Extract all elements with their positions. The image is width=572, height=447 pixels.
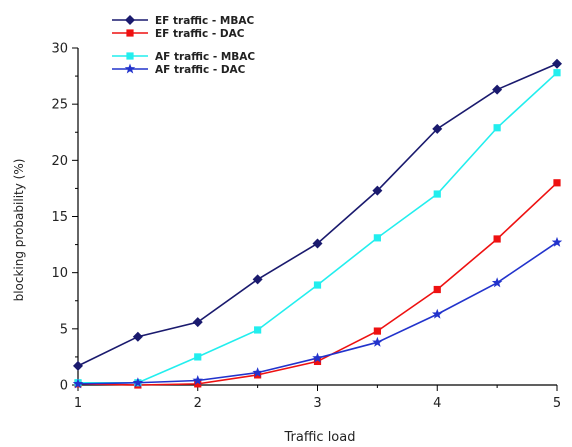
data-point — [132, 377, 144, 388]
series-4 — [72, 236, 563, 389]
legend-label: AF traffic - MBAC — [155, 51, 255, 63]
y-axis-label: blocking probability (%) — [12, 159, 26, 302]
series-line — [78, 72, 558, 384]
x-tick-label: 1 — [74, 396, 82, 411]
y-tick-label: 5 — [60, 322, 68, 337]
data-point — [551, 236, 563, 247]
data-point — [372, 336, 383, 347]
data-point — [492, 84, 503, 95]
legend-label: EF traffic - MBAC — [155, 15, 254, 27]
data-point — [493, 124, 501, 132]
data-point — [373, 327, 381, 335]
x-tick-label: 4 — [433, 396, 441, 411]
legend-marker — [126, 52, 134, 60]
legend-item: EF traffic - DAC — [112, 28, 245, 40]
data-point — [194, 353, 202, 361]
data-point — [312, 352, 323, 363]
data-point — [552, 58, 562, 69]
y-tick-label: 0 — [60, 379, 68, 394]
data-point — [313, 357, 322, 366]
data-point — [72, 378, 84, 389]
legend-marker — [126, 29, 134, 37]
data-point — [493, 235, 501, 243]
data-point — [252, 274, 263, 285]
data-point — [432, 123, 443, 134]
data-point — [373, 234, 381, 242]
legend-marker — [125, 15, 135, 25]
data-point — [432, 308, 443, 319]
x-tick-label: 2 — [194, 396, 202, 411]
series-line — [77, 62, 558, 367]
legend-item: EF traffic - MBAC — [112, 15, 254, 27]
data-point — [254, 326, 262, 334]
series-layer — [72, 58, 563, 389]
x-axis-label: Traffic load — [284, 430, 356, 445]
y-tick-label: 20 — [51, 154, 68, 169]
y-tick-label: 15 — [51, 210, 68, 225]
x-tick-label: 5 — [553, 396, 561, 411]
series-3 — [74, 69, 561, 387]
data-point — [433, 190, 441, 198]
y-tick-label: 25 — [51, 98, 68, 113]
data-point — [313, 281, 322, 289]
data-point — [553, 69, 561, 77]
data-point — [312, 238, 323, 249]
series-1 — [73, 58, 562, 371]
data-point — [553, 179, 561, 187]
data-point — [73, 360, 83, 371]
legend-item: AF traffic - MBAC — [112, 51, 255, 63]
data-point — [192, 375, 203, 385]
legend-marker — [124, 63, 136, 74]
data-point — [372, 185, 383, 196]
legend-item: AF traffic - DAC — [112, 63, 246, 76]
data-point — [491, 277, 503, 288]
data-point — [433, 285, 441, 294]
legend-label: EF traffic - DAC — [155, 28, 245, 40]
y-tick-label: 10 — [51, 266, 68, 281]
data-point — [194, 380, 202, 388]
data-point — [252, 367, 263, 378]
x-tick-label: 3 — [313, 396, 321, 411]
data-point — [132, 331, 143, 342]
data-point — [192, 317, 203, 328]
y-tick-label: 30 — [51, 42, 68, 57]
legend-label: AF traffic - DAC — [155, 64, 246, 76]
